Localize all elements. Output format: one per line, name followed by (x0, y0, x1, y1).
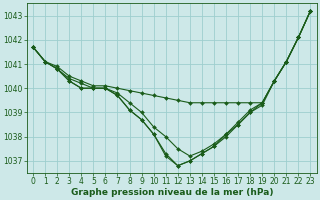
X-axis label: Graphe pression niveau de la mer (hPa): Graphe pression niveau de la mer (hPa) (70, 188, 273, 197)
